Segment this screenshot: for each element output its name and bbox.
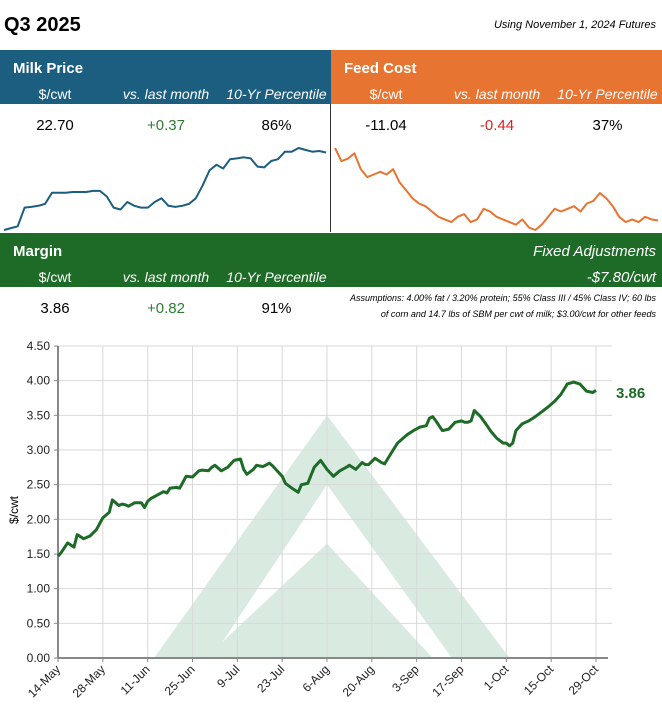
y-axis-label: $/cwt <box>7 495 21 524</box>
margin-col-unit: $/cwt <box>38 269 72 285</box>
y-tick-label: 2.50 <box>27 478 51 492</box>
milk-price-value: 22.70 <box>36 117 74 134</box>
fixed-adjustments-value: -$7.80/cwt <box>586 269 656 286</box>
x-tick-label: 20-Aug <box>340 662 377 699</box>
milk-price-title: Milk Price <box>13 60 84 77</box>
margin-change: +0.82 <box>147 300 185 317</box>
x-tick-label: 6-Aug <box>300 662 333 695</box>
y-tick-label: 4.00 <box>27 374 51 388</box>
page-title: Q3 2025 <box>4 14 81 36</box>
y-tick-label: 3.50 <box>27 408 51 422</box>
y-tick-label: 0.50 <box>27 616 51 630</box>
milk-values: 22.70 +0.37 86% <box>0 117 331 137</box>
assumptions-note: Assumptions: 4.00% fat / 3.20% protein; … <box>316 290 656 322</box>
sparkline-path <box>334 147 659 231</box>
milk-price-header: Milk Price $/cwt vs. last month 10-Yr Pe… <box>0 50 331 104</box>
x-tick-label: 25-Jun <box>162 662 198 698</box>
chart-grid <box>58 345 612 658</box>
x-tick-label: 9-Jul <box>214 662 242 690</box>
margin-header: Margin $/cwt vs. last month 10-Yr Percen… <box>0 233 662 287</box>
x-tick-label: 1-Oct <box>481 662 512 693</box>
feed-cost-title: Feed Cost <box>344 60 417 77</box>
milk-price-percentile: 86% <box>261 117 292 134</box>
feed-cost-change: -0.44 <box>479 117 515 134</box>
watermark-chevron-outer <box>154 415 510 658</box>
feed-cost-header: Feed Cost $/cwt vs. last month 10-Yr Per… <box>331 50 662 104</box>
chart-series <box>56 380 597 558</box>
x-tick-label: 15-Oct <box>521 662 557 698</box>
y-tick-label: 1.00 <box>27 582 51 596</box>
x-tick-label: 23-Jul <box>254 662 287 695</box>
end-value-label: 3.86 <box>616 385 645 402</box>
feed-col-change: vs. last month <box>453 86 541 102</box>
x-tick-label: 3-Sep <box>389 662 422 695</box>
y-tick-label: 4.50 <box>27 339 51 353</box>
margin-values: 3.86 +0.82 91% <box>0 300 331 320</box>
y-tick-label: 1.50 <box>27 547 51 561</box>
margin-col-percentile: 10-Yr Percentile <box>226 269 327 285</box>
milk-col-percentile: 10-Yr Percentile <box>226 86 327 102</box>
assumptions-line-2: of corn and 14.7 lbs of SBM per cwt of m… <box>380 309 656 319</box>
milk-price-sparkline <box>3 147 327 231</box>
margin-line-chart: 0.00 0.50 1.00 1.50 2.00 2.50 3.00 3.50 4.00 4.50… <box>7 339 645 700</box>
x-tick-label: 29-Oct <box>566 662 602 698</box>
feed-col-unit: $/cwt <box>369 86 403 102</box>
x-tick-label: 17-Sep <box>429 662 466 699</box>
assumptions-line-1: Assumptions: 4.00% fat / 3.20% protein; … <box>350 293 656 303</box>
milk-price-change: +0.37 <box>147 117 185 134</box>
futures-date-note: Using November 1, 2024 Futures <box>493 19 656 31</box>
margin-title: Margin <box>13 243 63 260</box>
milk-col-change: vs. last month <box>122 86 210 102</box>
margin-series-line <box>56 380 597 558</box>
feed-values: -11.04 -0.44 37% <box>331 117 662 137</box>
milk-col-unit: $/cwt <box>38 86 72 102</box>
y-tick-label: 2.00 <box>27 512 51 526</box>
y-tick-label: 0.00 <box>27 651 51 665</box>
logo-watermark <box>154 415 510 658</box>
feed-cost-value: -11.04 <box>365 117 407 134</box>
margin-col-change: vs. last month <box>122 269 210 285</box>
feed-col-percentile: 10-Yr Percentile <box>557 86 658 102</box>
feed-cost-sparkline <box>334 147 659 231</box>
margin-percentile: 91% <box>261 300 292 317</box>
x-tick-label: 14-May <box>25 662 63 700</box>
sparkline-path <box>3 147 327 231</box>
watermark-chevron-inner <box>205 543 433 658</box>
x-tick-label: 11-Jun <box>118 662 153 697</box>
margin-value: 3.86 <box>40 300 70 317</box>
panel-divider <box>330 104 331 232</box>
feed-cost-percentile: 37% <box>592 117 623 134</box>
x-tick-label: 28-May <box>70 662 108 700</box>
y-tick-label: 3.00 <box>27 443 51 457</box>
fixed-adjustments-label: Fixed Adjustments <box>533 243 656 260</box>
